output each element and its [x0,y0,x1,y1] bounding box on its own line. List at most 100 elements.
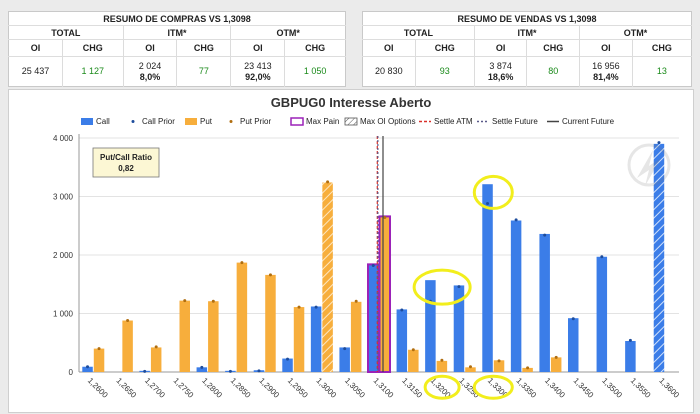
put-bar [236,262,248,372]
put-bar [293,307,305,372]
call-bar [539,233,550,372]
call-bar [596,256,608,372]
highlight-ellipse [472,174,514,210]
put-bar [122,320,133,372]
compras-group-total: TOTAL [8,25,124,40]
call-prior-marker [400,308,404,312]
legend-label: Put [200,117,213,126]
call-bar [653,143,665,372]
vendas-group-otm: OTM* [579,25,692,40]
chart-highlight-annotations [412,174,514,400]
x-tick-label: 1,3550 [629,376,653,400]
call-prior-marker [543,233,547,237]
legend-label: Max Pain [306,117,339,126]
put-prior-marker [440,358,444,362]
x-tick-label: 1,2800 [200,376,224,400]
compras-otm-oi: 23 413 [244,60,272,71]
vendas-itm-oi: 3 874 [489,60,512,71]
pcr-value: 0,82 [118,164,134,173]
x-tick-label: 1,3000 [314,376,338,400]
chart-legend: Call Call Prior Put Put Prior Max Pain Max OI… [81,117,615,126]
chart-panel: GBPUG0 Interesse Aberto Call Call Prior Pu… [8,89,694,413]
x-tick-label: 1,2650 [114,376,138,400]
vendas-otm-oi-cell: 16 956 81,4% [579,56,633,87]
call-prior-marker [86,365,90,369]
put-prior-marker [154,345,158,349]
compras-col-chg: CHG [176,39,232,57]
call-prior-marker [628,338,632,342]
put-prior-marker [554,355,558,359]
call-bar [82,366,93,372]
vendas-group-total: TOTAL [362,25,475,40]
put-call-ratio-box: Put/Call Ratio 0,82 [92,147,160,178]
call-bar [625,340,636,372]
x-axis: 1,2600 1,2650 1,2700 1,2750 1,2800 1,2850 1,29… [79,371,681,400]
x-tick-label: 1,3450 [572,376,596,400]
call-bar [310,306,322,372]
call-bar [425,280,436,372]
highlight-ellipse [472,374,514,400]
y-axis: 0 1 000 2 000 3 000 4 000 [53,134,80,377]
put-prior-marker [240,261,244,265]
put-bar [378,215,391,373]
vendas-otm-chg: 13 [656,66,667,76]
x-tick-label: 1,3500 [600,376,624,400]
pcr-box-bg [92,147,160,178]
x-tick-label: 1,3400 [543,376,567,400]
x-tick-label: 1,2850 [229,376,253,400]
put-bar [522,367,533,372]
call-prior-marker [257,369,261,373]
chart-title: GBPUG0 Interesse Aberto [271,95,432,110]
legend-label: Call Prior [142,117,175,126]
put-bar [265,274,276,372]
highlight-ellipse [412,268,472,306]
x-tick-label: 1,2900 [257,376,281,400]
open-interest-chart: GBPUG0 Interesse Aberto Call Call Prior Pu… [53,95,681,400]
vendas-otm-pct: 81,4% [593,71,619,82]
x-tick-label: 1,2750 [172,376,196,400]
watermark-ring [627,143,671,187]
call-bar [339,347,350,372]
put-prior-marker [97,347,101,351]
y-tick-label: 3 000 [53,193,74,202]
y-tick-label: 0 [69,368,74,377]
call-prior-marker [371,264,375,268]
vendas-itm-chg: 80 [526,56,581,87]
legend-label: Max OI Options [360,117,416,126]
call-prior-marker [200,365,204,369]
x-tick-label: 1,3100 [372,376,396,400]
compras-group-itm: ITM* [123,25,232,40]
legend-label: Call [96,117,110,126]
compras-itm-chg: 77 [176,56,232,87]
compras-total-oi: 25 437 [8,56,63,87]
put-bar [179,300,190,372]
call-prior-marker [314,305,318,309]
watermark-logo [627,143,671,187]
vendas-col-chg: CHG [415,39,475,57]
put-prior-marker [268,273,272,277]
call-bar [568,318,579,372]
put-bar [322,182,333,372]
put-prior-marker [326,180,330,184]
vendas-itm-oi-cell: 3 874 18,6% [474,56,528,87]
chart-reference-lines [376,136,384,372]
highlight-ellipse [423,374,461,400]
put-bar [550,357,562,372]
vendas-otm-oi: 16 956 [592,60,620,71]
call-prior-marker [571,317,575,321]
legend-call-prior-swatch [131,120,135,123]
compras-itm-pct: 8,0% [139,71,161,82]
watermark-bolt [637,150,661,186]
compras-otm-oi-cell: 23 413 92,0% [230,56,286,87]
vendas-group-itm: ITM* [474,25,581,40]
put-bar [493,360,505,372]
put-bar [350,301,362,372]
x-tick-label: 1,3350 [514,376,538,400]
compras-col-chg: CHG [284,39,346,57]
legend-label: Current Future [562,117,615,126]
x-tick-label: 1,2700 [143,376,167,400]
call-prior-marker [457,285,461,289]
vendas-col-chg: CHG [632,39,692,57]
chart-prior-markers [86,141,661,373]
call-prior-marker [486,202,490,206]
